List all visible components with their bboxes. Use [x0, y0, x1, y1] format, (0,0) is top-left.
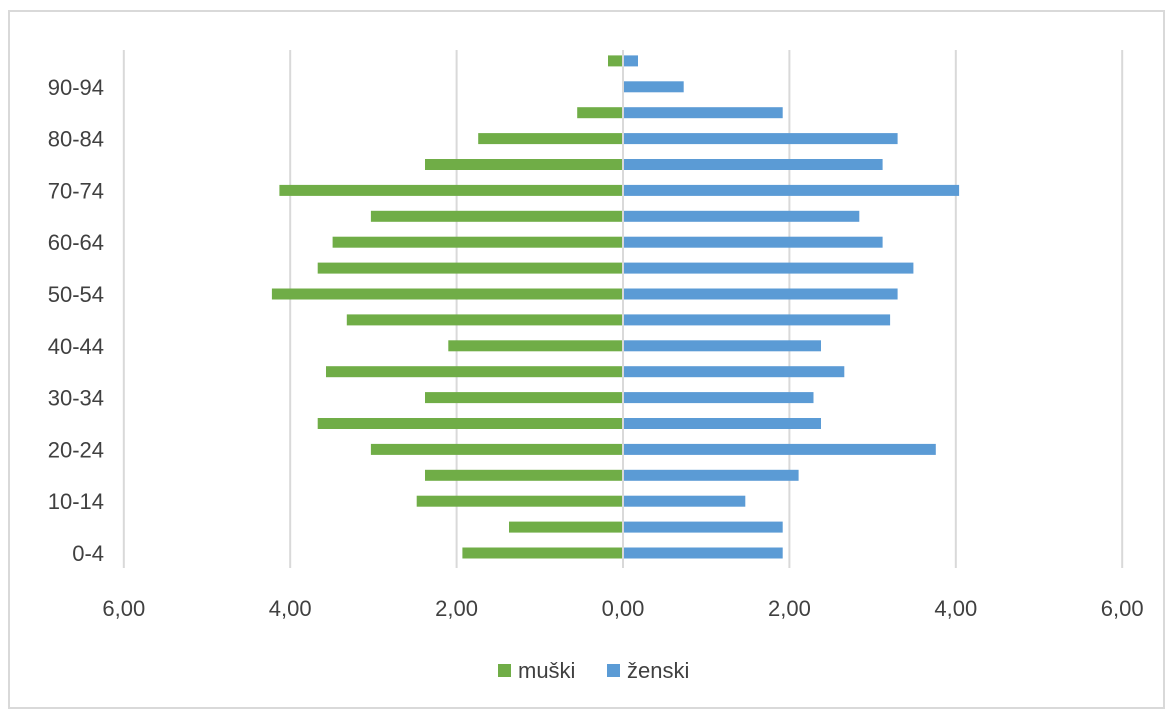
bar-zenski: [623, 236, 883, 248]
x-tick-label: 4,00: [934, 596, 977, 621]
bar-muski: [332, 236, 623, 248]
bar-zenski: [623, 210, 860, 222]
bar-zenski: [623, 262, 914, 274]
bar-zenski: [623, 547, 783, 559]
legend: muški ženski: [498, 658, 689, 683]
bar-muski: [462, 547, 623, 559]
legend-swatch-muski: [498, 664, 511, 677]
bar-zenski: [623, 495, 746, 507]
bar-muski: [370, 443, 623, 455]
bar-muski: [425, 159, 623, 170]
bar-zenski: [623, 55, 638, 67]
bar-muski: [317, 262, 623, 274]
bar-zenski: [623, 107, 783, 119]
bar-zenski: [623, 314, 891, 326]
bar-muski: [370, 210, 623, 222]
y-tick-label: 20-24: [48, 437, 104, 462]
x-tick-label: 2,00: [435, 596, 478, 621]
bar-zenski: [623, 133, 898, 145]
population-pyramid-chart: 0-4 10-14 20-24 30-34 40-44 50-54 60-64 70-74 80…: [48, 50, 1144, 683]
y-tick-label: 70-74: [48, 178, 104, 203]
bar-muski: [425, 469, 623, 481]
bar-muski: [448, 340, 623, 352]
bar-muski: [271, 288, 623, 300]
x-axis-labels: 6,00 4,00 2,00 0,00 2,00 4,00 6,00: [102, 596, 1143, 621]
bar-zenski: [623, 340, 821, 352]
bar-muski: [425, 392, 623, 404]
bar-zenski: [623, 366, 845, 378]
bar-muski: [416, 495, 623, 507]
bar-zenski: [623, 159, 883, 170]
y-tick-label: 90-94: [48, 75, 104, 100]
bar-zenski: [623, 288, 898, 300]
bar-zenski: [623, 469, 799, 481]
bar-zenski: [623, 443, 936, 455]
bar-zenski: [623, 184, 960, 196]
x-tick-label: 0,00: [602, 596, 645, 621]
bar-zenski: [623, 418, 821, 429]
legend-label-muski: muški: [518, 658, 575, 683]
y-tick-label: 60-64: [48, 230, 104, 255]
y-tick-label: 50-54: [48, 282, 104, 307]
x-tick-label: 6,00: [102, 596, 145, 621]
x-tick-label: 6,00: [1101, 596, 1144, 621]
bars: [271, 50, 960, 568]
x-tick-label: 2,00: [768, 596, 811, 621]
bar-muski: [326, 366, 623, 378]
bar-muski: [317, 418, 623, 429]
y-tick-label: 80-84: [48, 127, 104, 152]
bar-zenski: [623, 81, 684, 93]
y-axis-labels: 0-4 10-14 20-24 30-34 40-44 50-54 60-64 70-74 80…: [48, 75, 104, 566]
x-tick-label: 4,00: [269, 596, 312, 621]
y-tick-label: 40-44: [48, 334, 104, 359]
bar-muski: [577, 107, 623, 119]
bar-zenski: [623, 521, 783, 533]
chart-frame: 0-4 10-14 20-24 30-34 40-44 50-54 60-64 70-74 80…: [8, 10, 1165, 709]
y-tick-label: 30-34: [48, 386, 104, 411]
bar-muski: [346, 314, 623, 326]
legend-label-zenski: ženski: [627, 658, 689, 683]
y-tick-label: 10-14: [48, 489, 104, 514]
bar-muski: [608, 55, 623, 67]
legend-swatch-zenski: [607, 664, 620, 677]
bar-muski: [509, 521, 623, 533]
y-tick-label: 0-4: [72, 541, 104, 566]
bar-zenski: [623, 392, 814, 404]
bar-muski: [279, 184, 623, 196]
bar-muski: [478, 133, 623, 145]
